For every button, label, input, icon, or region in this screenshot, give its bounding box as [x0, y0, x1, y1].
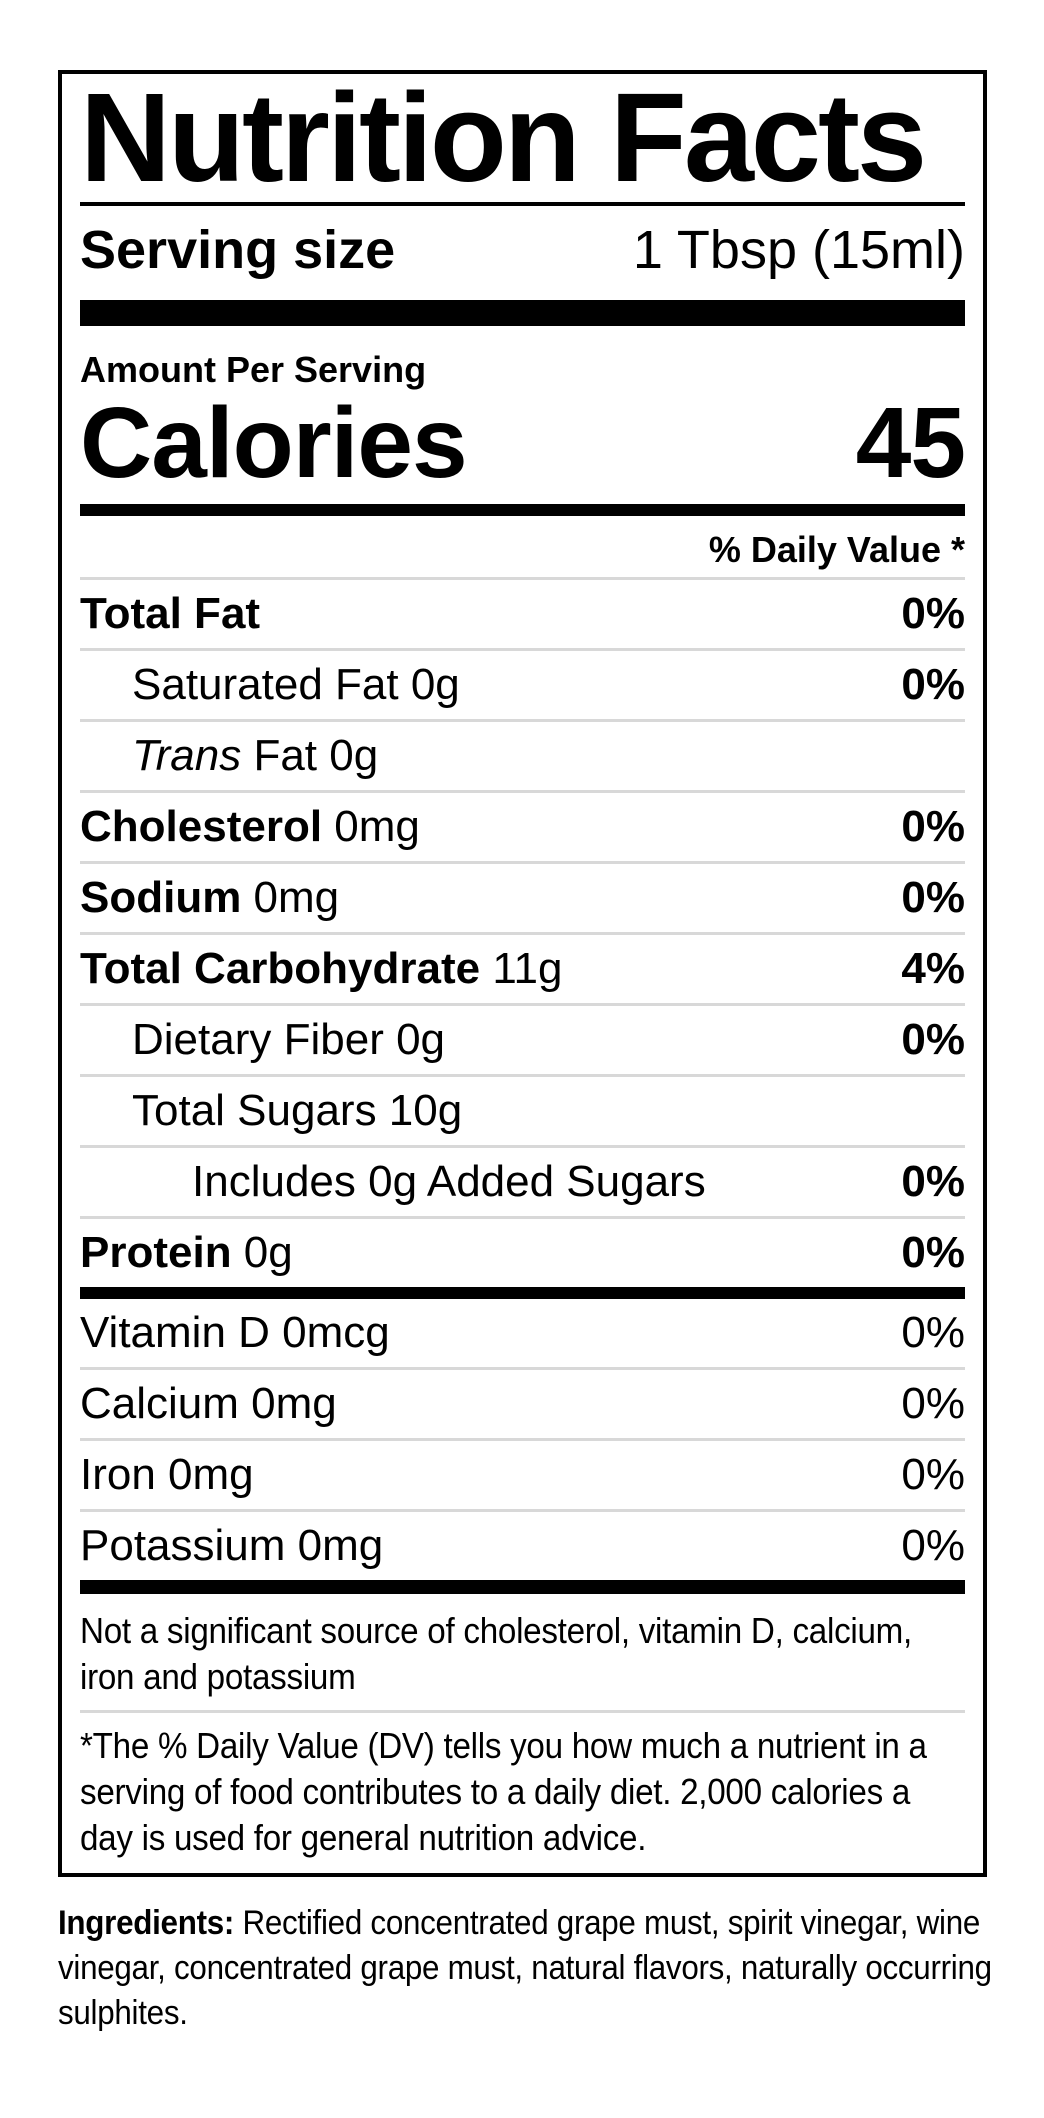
daily-value-header: % Daily Value * [708, 529, 965, 570]
serving-size-value: 1 Tbsp (15ml) [632, 220, 965, 280]
nutrient-amount: 11g [480, 944, 563, 993]
nutrient-name-italic: Trans [132, 731, 242, 780]
nutrient-name: Total Carbohydrate 11g [80, 946, 563, 992]
nutrient-dv: 0% [901, 1228, 965, 1277]
nutrient-name-text: Total Fat [80, 589, 261, 638]
ingredients-section: Ingredients: Rectified concentrated grap… [58, 1901, 998, 2036]
nutrient-name: Total Fat [80, 591, 260, 637]
amount-per-serving-label: Amount Per Serving [80, 349, 427, 390]
serving-size-label: Serving size [80, 220, 396, 280]
nutrient-row-total-carbohydrate: Total Carbohydrate 11g 4% [80, 932, 965, 1003]
nutrient-name-rest: Fat 0g [241, 731, 379, 780]
nutrient-name: Saturated Fat 0g [132, 660, 460, 709]
nutrient-dv: 0% [901, 1015, 965, 1064]
medium-separator [80, 1287, 965, 1299]
micronutrient-dv: 0% [901, 1521, 965, 1570]
nutrient-row-sodium: Sodium 0mg 0% [80, 861, 965, 932]
nutrient-name: Dietary Fiber 0g [132, 1015, 446, 1064]
nutrient-row-added-sugars: Includes 0g Added Sugars 0% [80, 1145, 965, 1216]
ingredients-text: Rectified concentrated grape must, spiri… [58, 1904, 1001, 2032]
micronutrient-dv: 0% [901, 1379, 965, 1428]
nutrient-dv: 0% [901, 873, 965, 922]
nutrient-name: Includes 0g Added Sugars [192, 1157, 706, 1206]
nutrient-name-text: Total Carbohydrate [80, 944, 481, 993]
nutrient-dv: 0% [901, 660, 965, 709]
micronutrient-name: Iron 0mg [80, 1450, 254, 1499]
title-rule [80, 202, 965, 206]
nutrient-name: Cholesterol 0mg [80, 804, 420, 850]
label-title: Nutrition Facts [80, 67, 927, 208]
micronutrient-row-potassium: Potassium 0mg 0% [80, 1509, 965, 1580]
nutrient-dv: 0% [901, 589, 965, 638]
nutrient-dv: 0% [901, 802, 965, 851]
micronutrient-name: Potassium 0mg [80, 1521, 384, 1570]
micronutrient-dv: 0% [901, 1450, 965, 1499]
micronutrient-row-iron: Iron 0mg 0% [80, 1438, 965, 1509]
ingredients-label: Ingredients: [58, 1904, 235, 1942]
nutrition-facts-label: Nutrition Facts Serving size 1 Tbsp (15m… [58, 70, 987, 1877]
nutrient-name: Total Sugars 10g [132, 1086, 463, 1135]
nutrient-name: Protein 0g [80, 1230, 293, 1276]
nutrient-dv: 4% [901, 944, 965, 993]
not-significant-note: Not a significant source of cholesterol,… [80, 1610, 912, 1697]
daily-value-footnote: *The % Daily Value (DV) tells you how mu… [80, 1725, 927, 1858]
medium-separator [80, 1580, 965, 1594]
micronutrient-row-calcium: Calcium 0mg 0% [80, 1367, 965, 1438]
nutrient-name-text: Cholesterol [80, 802, 323, 851]
nutrient-row-total-sugars: Total Sugars 10g [80, 1074, 965, 1145]
nutrient-amount: 0mg [322, 802, 420, 851]
calories-row: Calories 45 [80, 387, 966, 499]
micronutrient-dv: 0% [901, 1308, 965, 1357]
nutrient-row-trans-fat: Trans Fat 0g [80, 719, 965, 790]
nutrient-row-dietary-fiber: Dietary Fiber 0g 0% [80, 1003, 965, 1074]
nutrient-name: Sodium 0mg [80, 875, 339, 921]
nutrient-name-text: Sodium [80, 873, 242, 922]
calories-value: 45 [855, 387, 966, 499]
thick-separator [80, 300, 965, 326]
micronutrient-row-vitamin-d: Vitamin D 0mcg 0% [80, 1299, 965, 1367]
micronutrient-name: Vitamin D 0mcg [80, 1308, 390, 1357]
nutrient-dv: 0% [901, 1157, 965, 1206]
nutrient-name: Trans Fat 0g [80, 733, 378, 779]
serving-size-row: Serving size 1 Tbsp (15ml) [80, 220, 965, 280]
nutrient-row-saturated-fat: Saturated Fat 0g 0% [80, 648, 965, 719]
nutrient-rows: Total Fat 0% Saturated Fat 0g 0% Trans F… [80, 577, 965, 1287]
nutrient-row-protein: Protein 0g 0% [80, 1216, 965, 1287]
nutrient-amount: 0mg [241, 873, 340, 922]
micronutrient-name: Calcium 0mg [80, 1379, 337, 1428]
nutrient-row-cholesterol: Cholesterol 0mg 0% [80, 790, 965, 861]
medium-separator [80, 504, 965, 516]
micronutrient-rows: Vitamin D 0mcg 0% Calcium 0mg 0% Iron 0m… [80, 1299, 965, 1580]
nutrient-row-total-fat: Total Fat 0% [80, 577, 965, 648]
calories-label: Calories [80, 387, 468, 499]
footnote-rule [80, 1710, 965, 1713]
nutrient-amount: 0g [231, 1228, 293, 1277]
nutrient-name-text: Protein [80, 1228, 232, 1277]
